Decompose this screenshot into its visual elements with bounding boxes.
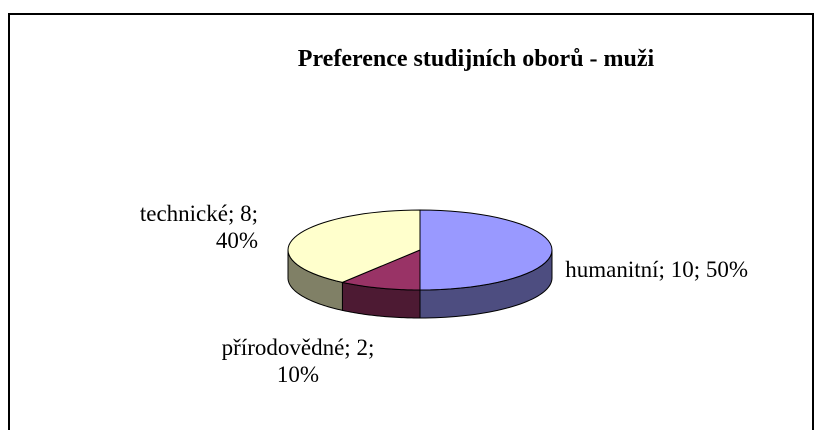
data-label: přírodovědné; 2; 10%: [221, 335, 375, 387]
pie-slice: [340, 249, 421, 291]
pie-slice: [287, 209, 421, 283]
chart-frame: [8, 13, 814, 430]
data-label: technické; 8; 40%: [139, 201, 258, 253]
pie-slice: [419, 209, 553, 291]
data-label: humanitní; 10; 50%: [565, 257, 748, 282]
chart-title: Preference studijních oborů - muži: [298, 46, 655, 72]
